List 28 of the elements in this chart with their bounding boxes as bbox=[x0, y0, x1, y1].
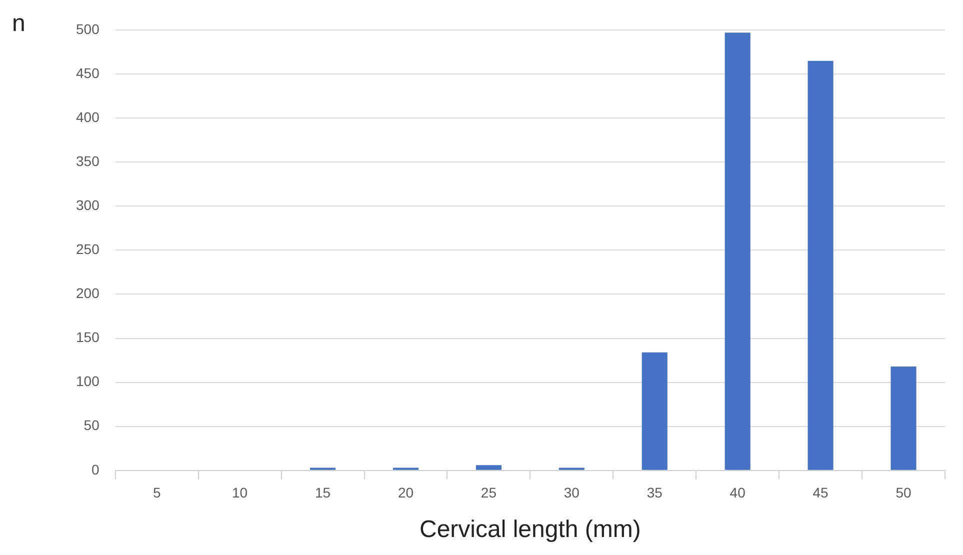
bar bbox=[476, 465, 502, 470]
x-tick-label: 35 bbox=[646, 484, 663, 501]
y-tick-label: 50 bbox=[84, 417, 100, 434]
y-tick-label: 500 bbox=[76, 20, 100, 37]
y-tick-label: 150 bbox=[76, 329, 100, 346]
x-tick-label: 10 bbox=[232, 484, 248, 501]
x-axis-title: Cervical length (mm) bbox=[419, 516, 641, 544]
y-tick-label: 350 bbox=[76, 152, 100, 169]
x-tick-label: 50 bbox=[896, 484, 912, 501]
bar bbox=[890, 366, 916, 470]
y-tick-label: 100 bbox=[76, 373, 100, 390]
y-tick-label: 300 bbox=[76, 197, 100, 214]
y-axis-title: n bbox=[12, 10, 26, 38]
x-tick-label: 40 bbox=[730, 484, 746, 501]
bar bbox=[808, 60, 834, 470]
bar bbox=[724, 32, 750, 470]
y-tick-label: 250 bbox=[76, 241, 100, 258]
y-tick-label: 200 bbox=[76, 285, 100, 302]
x-tick-label: 30 bbox=[564, 484, 580, 501]
x-tick-label: 25 bbox=[480, 484, 497, 501]
y-tick-label: 400 bbox=[76, 108, 100, 125]
x-tick-label: 15 bbox=[314, 484, 331, 501]
y-tick-label: 450 bbox=[76, 64, 100, 81]
bar bbox=[642, 352, 668, 470]
x-tick-label: 5 bbox=[152, 484, 161, 501]
x-tick-label: 45 bbox=[812, 484, 829, 501]
x-tick-label: 20 bbox=[398, 484, 414, 501]
y-tick-label: 0 bbox=[92, 461, 100, 478]
